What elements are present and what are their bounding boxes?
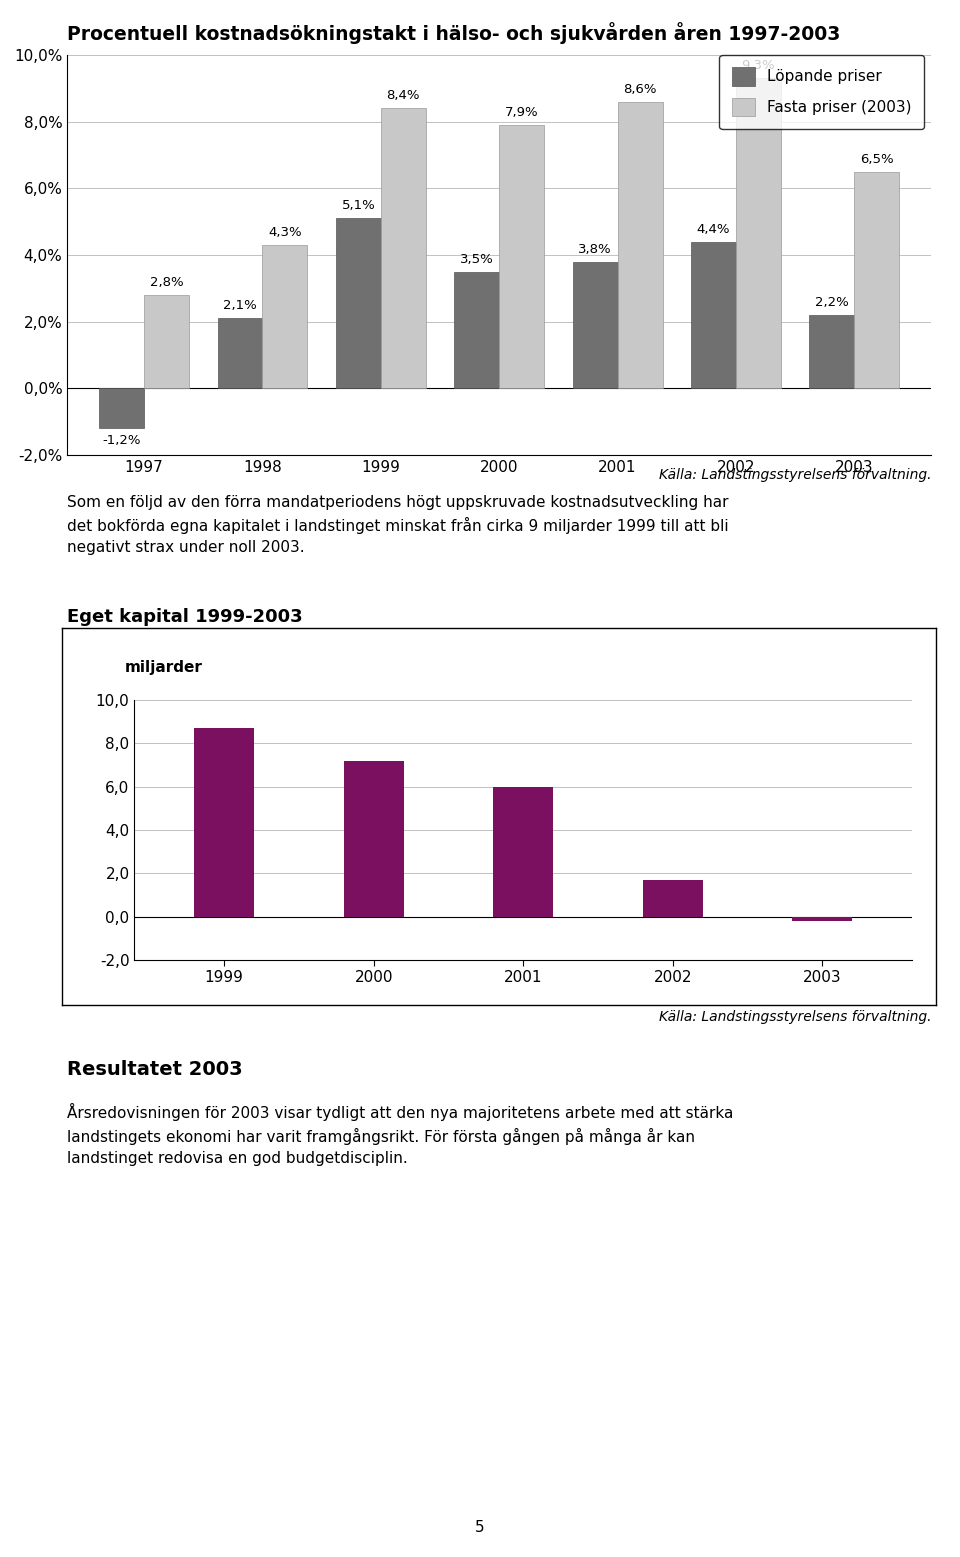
Bar — [493, 786, 553, 917]
Bar — [691, 241, 736, 388]
Text: 6,5%: 6,5% — [860, 153, 894, 165]
Bar — [454, 271, 499, 388]
Text: 9,3%: 9,3% — [741, 59, 776, 72]
Text: 8,4%: 8,4% — [387, 89, 420, 103]
Text: 5,1%: 5,1% — [342, 199, 375, 212]
Bar — [736, 78, 780, 388]
Bar — [336, 218, 381, 388]
Bar — [194, 729, 254, 917]
Text: Eget kapital 1999-2003: Eget kapital 1999-2003 — [67, 607, 302, 626]
Bar — [854, 171, 900, 388]
Text: miljarder: miljarder — [125, 660, 203, 676]
Text: 3,5%: 3,5% — [460, 252, 493, 266]
Bar — [381, 109, 426, 388]
Text: 7,9%: 7,9% — [505, 106, 539, 118]
Legend: Löpande priser, Fasta priser (2003): Löpande priser, Fasta priser (2003) — [719, 54, 924, 129]
Text: 2,8%: 2,8% — [150, 276, 183, 290]
Bar — [99, 388, 144, 428]
Text: 8,6%: 8,6% — [623, 83, 657, 95]
Bar — [792, 917, 852, 922]
Text: 3,8%: 3,8% — [578, 243, 612, 255]
Text: 4,3%: 4,3% — [268, 226, 301, 240]
Bar — [617, 101, 662, 388]
Bar — [499, 125, 544, 388]
Text: 2,2%: 2,2% — [815, 296, 849, 308]
Text: Resultatet 2003: Resultatet 2003 — [67, 1060, 243, 1079]
Text: Procentuell kostnadsökningstakt i hälso- och sjukvården åren 1997-2003: Procentuell kostnadsökningstakt i hälso-… — [67, 22, 841, 44]
Text: Källa: Landstingsstyrelsens förvaltning.: Källa: Landstingsstyrelsens förvaltning. — [659, 1010, 931, 1025]
Text: -1,2%: -1,2% — [103, 434, 141, 447]
Text: 2,1%: 2,1% — [223, 299, 257, 313]
Bar — [144, 294, 189, 388]
Bar — [218, 318, 262, 388]
Bar — [344, 761, 403, 917]
Text: 5: 5 — [475, 1520, 485, 1535]
Text: Som en följd av den förra mandatperiodens högt uppskruvade kostnadsutveckling ha: Som en följd av den förra mandatperioden… — [67, 495, 729, 554]
Bar — [809, 315, 854, 388]
Bar — [262, 244, 307, 388]
Text: Källa: Landstingsstyrelsens förvaltning.: Källa: Landstingsstyrelsens förvaltning. — [659, 469, 931, 483]
Bar — [572, 262, 617, 388]
Text: Årsredovisningen för 2003 visar tydligt att den nya majoritetens arbete med att : Årsredovisningen för 2003 visar tydligt … — [67, 1102, 733, 1166]
Bar — [643, 880, 703, 917]
Text: 4,4%: 4,4% — [697, 223, 731, 235]
